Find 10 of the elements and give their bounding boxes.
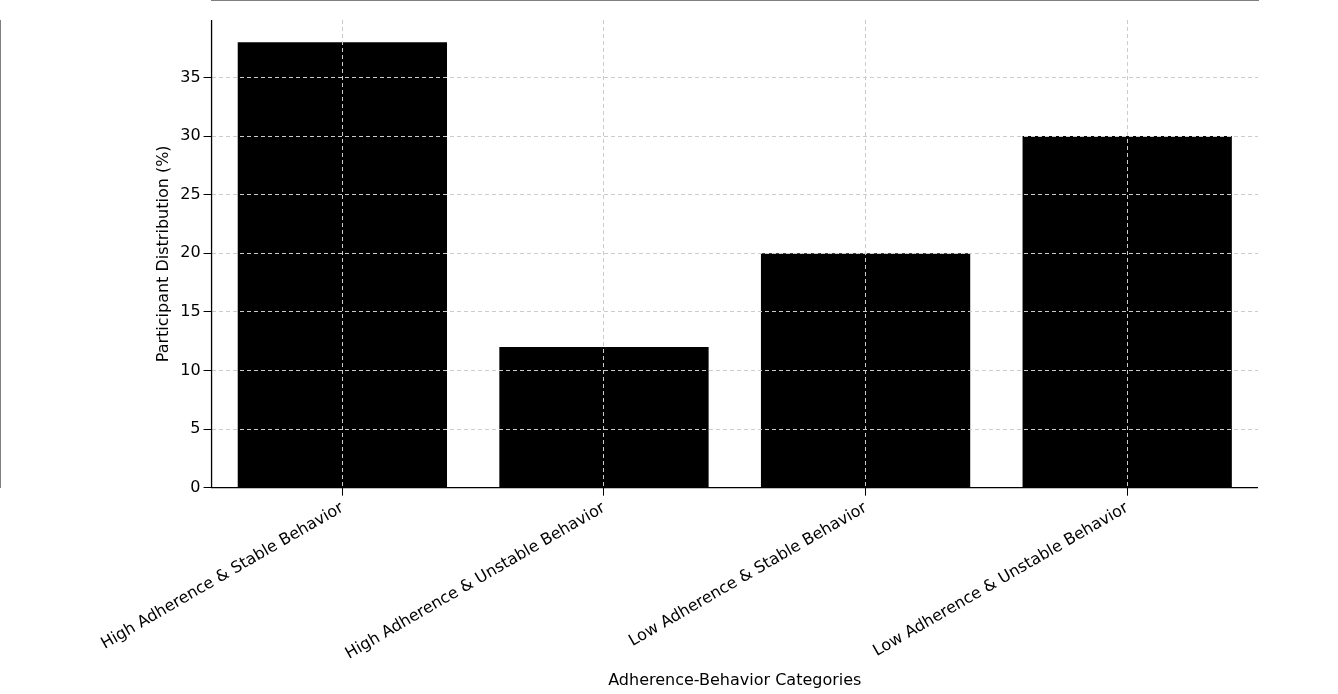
y-tick-label: 10 — [180, 359, 201, 379]
x-axis-title: Adherence-Behavior Categories — [608, 669, 862, 689]
y-tick-label: 0 — [190, 476, 201, 496]
y-tick-label: 5 — [190, 418, 201, 438]
y-tick-label: 20 — [180, 242, 201, 262]
y-axis-title: Participant Distribution (%) — [152, 145, 172, 363]
y-tick-label: 25 — [180, 183, 201, 203]
y-tick-label: 15 — [180, 301, 201, 321]
y-tick-label: 30 — [180, 125, 201, 145]
y-tick-label: 35 — [180, 66, 201, 86]
